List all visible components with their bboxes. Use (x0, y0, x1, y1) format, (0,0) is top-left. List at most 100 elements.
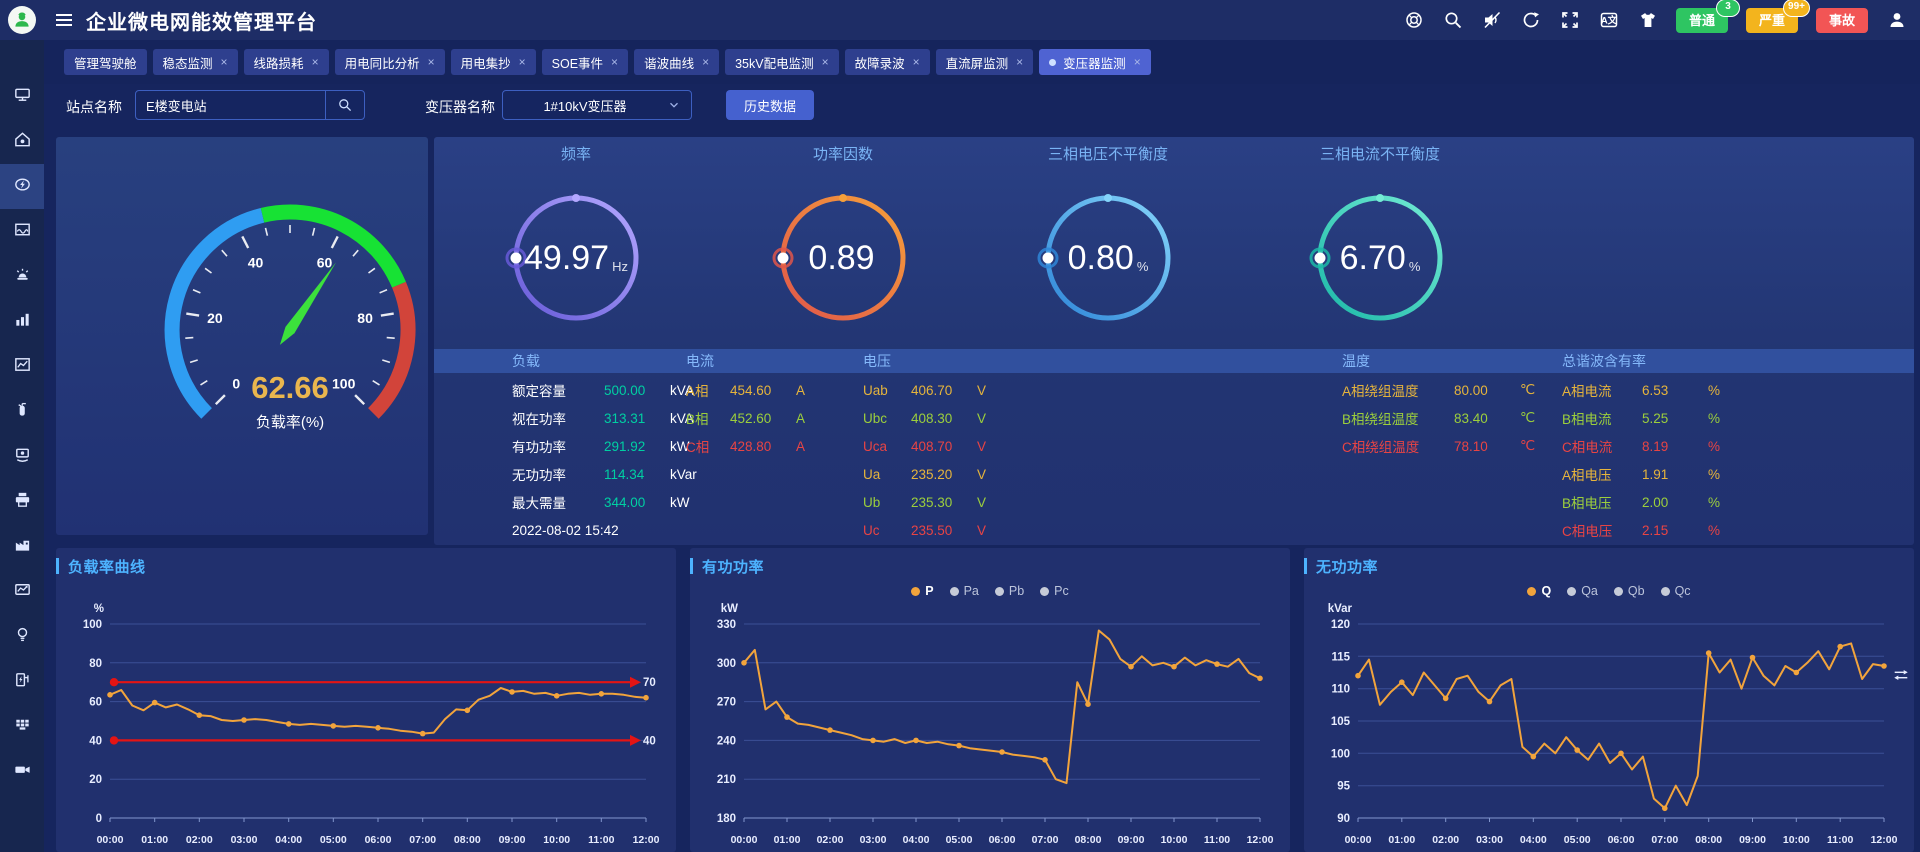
table-row: Uab 406.70 V (863, 378, 986, 402)
tab-管理驾驶舱[interactable]: 管理驾驶舱 (64, 49, 147, 75)
chart-plot: 180 210 240 270 300 330 kW 00:00 01:00 02:00 03:00… (717, 603, 1274, 846)
tab-稳态监测[interactable]: 稳态监测 × (152, 49, 238, 75)
table-row: B相电压 2.00% (1562, 490, 1720, 514)
tab-close-icon[interactable]: × (518, 55, 526, 69)
svg-text:12:00: 12:00 (633, 834, 660, 846)
metric-value: 428.80 (730, 438, 772, 454)
metric-value: 78.10 (1454, 438, 1488, 454)
alarm-level-button-3[interactable]: 事故 (1815, 7, 1868, 33)
sidebar-item-home[interactable] (0, 119, 44, 164)
table-row: 最大需量 344.00 kW (512, 490, 690, 514)
sidebar-item-camera[interactable] (0, 749, 44, 794)
tab-close-icon[interactable]: × (1016, 55, 1024, 69)
tab-用电同比分析[interactable]: 用电同比分析 × (334, 49, 445, 75)
refresh-icon[interactable] (1520, 9, 1542, 31)
tab-SOE事件[interactable]: SOE事件 × (541, 49, 629, 75)
legend-item-Pc[interactable]: Pc (1040, 584, 1069, 598)
tab-close-icon[interactable]: × (821, 55, 829, 69)
svg-text:270: 270 (717, 697, 736, 709)
tab-close-icon[interactable]: × (702, 55, 710, 69)
trend-icon (13, 580, 32, 604)
sidebar-item-charger[interactable] (0, 659, 44, 704)
metric-label: 有功功率 (512, 440, 566, 455)
metric-label: C相 (686, 440, 710, 455)
site-search-button[interactable] (325, 91, 364, 119)
tab-close-icon[interactable]: × (1133, 55, 1141, 69)
metric-label: Uc (863, 522, 880, 538)
history-data-button[interactable]: 历史数据 (726, 90, 814, 120)
sidebar-item-wave-chart[interactable] (0, 209, 44, 254)
user-avatar-icon[interactable] (1886, 9, 1908, 31)
legend-item-Pb[interactable]: Pb (994, 584, 1025, 598)
metric-unit: kVA (670, 410, 694, 426)
tab-label: 管理驾驶舱 (74, 56, 137, 71)
title-accent-bar (690, 558, 693, 574)
transformer-select[interactable]: 1#10kV变压器 (502, 90, 692, 120)
metric-unit: kW (670, 438, 690, 454)
mute-icon[interactable] (1481, 9, 1503, 31)
metric-value: 291.92 (604, 438, 646, 454)
ring-value: 6.70 (1339, 238, 1406, 277)
metric-label: Uca (863, 438, 888, 454)
ring-unit: % (1408, 258, 1421, 274)
sidebar-item-line-chart[interactable] (0, 344, 44, 389)
sidebar-item-screen[interactable] (0, 74, 44, 119)
sidebar-item-trend[interactable] (0, 569, 44, 614)
tab-close-icon[interactable]: × (912, 55, 920, 69)
svg-text:03:00: 03:00 (231, 834, 258, 846)
datazoom-icon[interactable] (1892, 666, 1910, 684)
legend-dot (1527, 586, 1537, 596)
table-row: 视在功率 313.31 kVA (512, 406, 694, 430)
svg-text:12:00: 12:00 (1247, 834, 1274, 846)
legend-item-P[interactable]: P (911, 584, 934, 598)
legend-item-Qc[interactable]: Qc (1660, 584, 1691, 598)
tab-线路损耗[interactable]: 线路损耗 × (243, 49, 329, 75)
metric-unit: % (1708, 466, 1721, 482)
tab-用电集抄[interactable]: 用电集抄 × (450, 49, 536, 75)
metric-unit: % (1708, 438, 1721, 454)
alarm-level-button-2[interactable]: 严重 99+ (1745, 0, 1810, 33)
table-row: B相绕组温度 83.40 ℃ (1342, 406, 1535, 430)
sidebar-item-factory[interactable] (0, 524, 44, 569)
tab-直流屏监测[interactable]: 直流屏监测 × (935, 49, 1034, 75)
svg-text:210: 210 (717, 774, 736, 786)
svg-text:115: 115 (1331, 651, 1350, 663)
theme-icon[interactable] (1637, 9, 1659, 31)
svg-text:60: 60 (317, 254, 333, 270)
sidebar-item-extinguisher[interactable] (0, 389, 44, 434)
sidebar-item-bulb[interactable] (0, 614, 44, 659)
tab-close-icon[interactable]: × (611, 55, 619, 69)
tab-故障录波[interactable]: 故障录波 × (844, 49, 930, 75)
legend-item-Pa[interactable]: Pa (949, 584, 979, 598)
metric-unit: V (977, 466, 987, 482)
sidebar-item-bar-chart[interactable] (0, 299, 44, 344)
sidebar-item-alarm[interactable] (0, 254, 44, 299)
site-name-input[interactable] (136, 97, 325, 113)
sidebar-item-printer[interactable] (0, 479, 44, 524)
alarm-level-button-1[interactable]: 普通 3 (1675, 0, 1740, 33)
translate-icon[interactable]: A文 (1598, 9, 1620, 31)
active-tab-dot (1049, 58, 1057, 66)
table-row: A相绕组温度 80.00 ℃ (1342, 378, 1535, 402)
search-icon[interactable] (1442, 9, 1464, 31)
tab-谐波曲线[interactable]: 谐波曲线 × (634, 49, 720, 75)
menu-icon[interactable] (56, 14, 72, 26)
tab-close-icon[interactable]: × (220, 55, 228, 69)
help-icon[interactable] (1403, 9, 1425, 31)
app-header: 企业微电网能效管理平台 A文 普通 3 严重 99+ 事故 (0, 0, 1920, 40)
sidebar-item-energy[interactable] (0, 164, 44, 209)
sidebar-item-report[interactable] (0, 434, 44, 479)
sidebar-item-grid[interactable] (0, 704, 44, 749)
tab-变压器监测[interactable]: 变压器监测 × (1039, 49, 1151, 75)
tab-close-icon[interactable]: × (427, 55, 435, 69)
fullscreen-icon[interactable] (1559, 9, 1581, 31)
metric-label: 额定容量 (512, 384, 566, 399)
legend-item-Qa[interactable]: Qa (1567, 584, 1598, 598)
legend-item-Q[interactable]: Q (1527, 584, 1551, 598)
legend-label: Pb (1008, 584, 1025, 598)
tab-35kV配电监测[interactable]: 35kV配电监测 × (725, 49, 839, 75)
legend-item-Qb[interactable]: Qb (1613, 584, 1645, 598)
tab-close-icon[interactable]: × (311, 55, 319, 69)
